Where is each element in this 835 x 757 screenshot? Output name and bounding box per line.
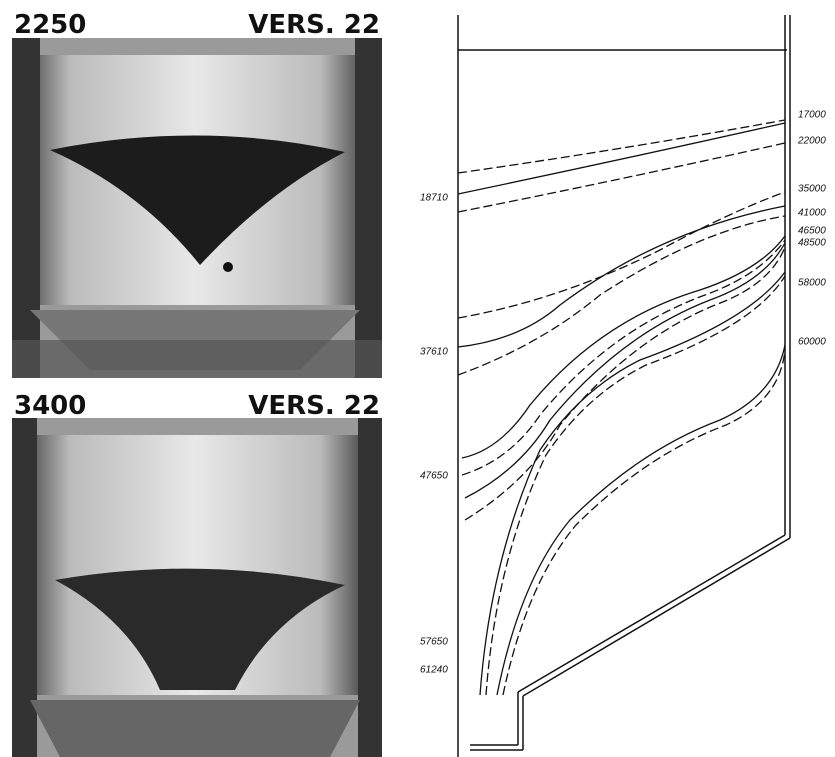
level-label: 60000 (798, 337, 826, 348)
silo-outline (457, 15, 791, 757)
level-label: 41000 (798, 208, 826, 219)
level-label: 47650 (420, 471, 448, 482)
level-label: 22000 (797, 136, 826, 147)
photo-label: VERS. 22 (248, 10, 380, 40)
level-label: 57650 (420, 637, 448, 648)
level-label: 58000 (798, 278, 826, 289)
level-label: 61240 (420, 665, 448, 676)
photo-bottom: 3400 VERS. 22 (12, 391, 382, 757)
photo-label: 3400 (14, 391, 86, 421)
right-labels: 17000 22000 35000 41000 46500 48500 5800… (797, 110, 826, 348)
level-label: 35000 (798, 184, 826, 195)
level-label: 46500 (798, 226, 826, 237)
photo-top: 2250 VERS. 22 (12, 10, 382, 378)
level-label: 18710 (420, 193, 448, 204)
photo-label: VERS. 22 (248, 391, 380, 421)
level-label: 48500 (798, 238, 826, 249)
level-label: 37610 (420, 347, 448, 358)
left-labels: 18710 37610 47650 57650 61240 (420, 193, 448, 676)
flow-curves (457, 119, 786, 696)
level-label: 17000 (798, 110, 826, 121)
photo-label: 2250 (14, 10, 86, 40)
